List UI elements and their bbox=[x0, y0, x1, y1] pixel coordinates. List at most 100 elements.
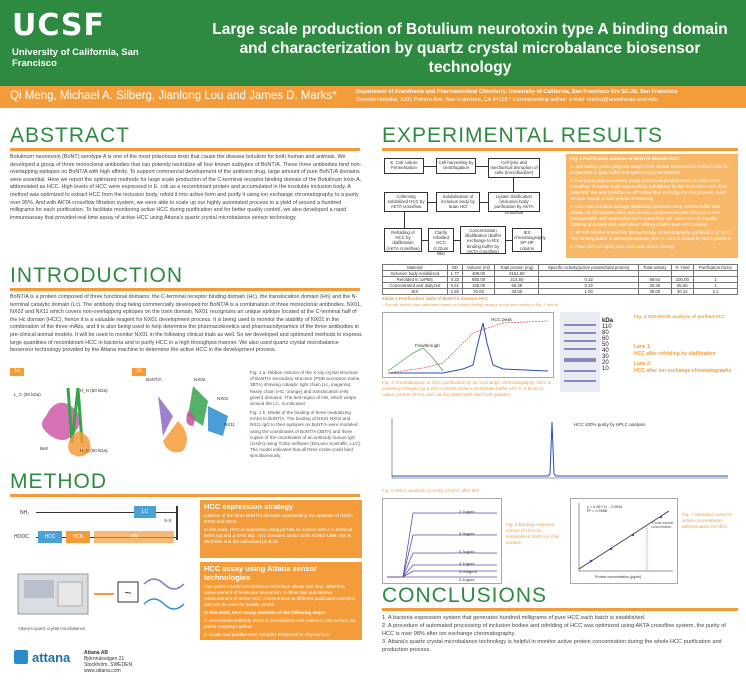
kda-marker: 30 bbox=[602, 354, 609, 360]
hcc-expression-panel: HCC expression strategy Cartoon of the t… bbox=[200, 500, 362, 558]
flow-step-6: Lysate clarification (inclusion body pur… bbox=[488, 192, 540, 215]
fig6-chart-svg bbox=[387, 512, 497, 578]
antibody-model bbox=[158, 386, 228, 453]
domain-hcn: HCN bbox=[66, 531, 90, 543]
fig6-label: 0.9ug/ml bbox=[459, 531, 475, 536]
conclusions-list: 1. A bacteria expression system that gen… bbox=[382, 614, 738, 654]
figure-1a: 1a L_C (50 kDa) H_N (50 kDa) H_C (50 kDa… bbox=[10, 368, 128, 460]
flow-arrow-5 bbox=[428, 202, 436, 203]
ss-label: S-S bbox=[164, 518, 172, 523]
hcc-expression-text-2: In this work, HCC is expressed using pET… bbox=[204, 527, 353, 544]
table-row: IEX 1.50 20.00 30.00 1.00 30.00 30.14 3.1 bbox=[382, 288, 739, 295]
fig6-label: 2.7ug/ml bbox=[459, 509, 475, 514]
table-header: Volume (ml) bbox=[462, 264, 496, 271]
fig3-peak-label: HCC peak bbox=[491, 317, 512, 322]
attana-address: Attana AB Björnnäsvägen 21 Stockholm, SW… bbox=[84, 650, 132, 674]
table-cell: 30.14 bbox=[670, 288, 694, 295]
conclusion-item-2: 2. A procedure of automated processing o… bbox=[382, 623, 726, 637]
bont-structure-ribbon bbox=[42, 387, 91, 457]
hn-label: H_N (50 kDa) bbox=[80, 388, 108, 393]
table-row: Concentrated and dialyzed 0.61 158.00 96.38… bbox=[382, 282, 739, 289]
flow-step-1: E. Coli culture Fermentation bbox=[384, 158, 424, 174]
fig6-label: 0.3ug/ml bbox=[459, 549, 475, 554]
fig2-step-3: 3. HCC was refolded through diafiltratio… bbox=[570, 204, 720, 227]
introduction-heading: INTRODUCTION bbox=[10, 264, 183, 287]
experimental-rule bbox=[382, 148, 738, 151]
gel-band bbox=[564, 370, 596, 372]
purification-flowchart: E. Coli culture Fermentation Cell harves… bbox=[382, 154, 562, 260]
attana-step-2: 2. Crude and purified HCC samples is inj… bbox=[204, 632, 330, 637]
flow-step-7: Refolding of HCC by diafiltration (AKTA … bbox=[384, 228, 422, 252]
conclusion-item-3: 3. Attana's quartz crystal microbalance … bbox=[382, 639, 722, 653]
ucsf-logo: UCSF University of California, San Franc… bbox=[12, 8, 182, 82]
flow-arrow-4 bbox=[480, 202, 488, 203]
fig2-step-5: 5. Final yield of highly pure HCC was ab… bbox=[570, 244, 675, 249]
fig4-title: Fig. 4 SDS-PAGE analysis of purified HCC bbox=[634, 314, 726, 319]
flow-arrow-8 bbox=[454, 240, 460, 241]
fig2-title: Fig. 2 Purification scheme of BoNT/A dom… bbox=[570, 156, 680, 161]
nx01-label: NX01 bbox=[217, 396, 229, 401]
flow-step-4: Collecting solubilized HCC by AKTA cross… bbox=[384, 192, 428, 212]
domain-cartoon: NH₂ LC S-S HOOC HCC HCN HN bbox=[14, 500, 194, 560]
table-cell: 20.00 bbox=[462, 288, 496, 295]
method-rule bbox=[10, 494, 360, 497]
kda-marker: 80 bbox=[602, 330, 609, 336]
author-list: Qi Meng, Michael A. Silberg, Jianlong Lo… bbox=[10, 90, 337, 102]
fig7-standard-curve: y = 6.3E+7x - 0.0944 R² = 0.9988 *Crude … bbox=[570, 498, 678, 584]
flow-arrow-6 bbox=[404, 212, 405, 228]
poster-title: Large scale production of Botulium neuro… bbox=[212, 21, 728, 76]
table-header: Total protein (mg) bbox=[494, 264, 540, 271]
attana-logo-icon bbox=[14, 650, 28, 664]
table-cell: Concentrated and dialyzed bbox=[382, 282, 448, 289]
university-name: University of California, San Francisco bbox=[12, 47, 139, 69]
fig3-flow-label: Flowthrough bbox=[415, 343, 440, 348]
fig2-step-2: 2. Cell paste was processed using automa… bbox=[570, 178, 728, 201]
figure-1b-caption: Fig. 1 b. Model of the binding of three … bbox=[250, 410, 362, 459]
affiliation: Department of Anesthesia and Pharmaceuti… bbox=[356, 88, 678, 104]
kda-marker: 40 bbox=[602, 348, 609, 354]
gel-band bbox=[564, 332, 596, 334]
table-cell: 30.00 bbox=[637, 288, 672, 295]
attana-step-1: 1. Monoclonal antibody NX01 is immobiliz… bbox=[204, 618, 356, 629]
flow-arrow-3 bbox=[513, 178, 514, 192]
nx02-label: NX02 bbox=[194, 377, 206, 382]
fig2-step-4: 4. SP-HP column is used for ion exchange… bbox=[570, 230, 732, 241]
table-cell: 1.50 bbox=[446, 288, 464, 295]
kda-marker: 50 bbox=[602, 342, 609, 348]
attana-caption: Attana's quartz crystal microbalance bbox=[18, 626, 86, 631]
attana-assay-title: HCC assay using Attana sensor technologi… bbox=[204, 564, 318, 582]
fig3-chromatogram: HCC peak Flowthrough bbox=[382, 312, 554, 378]
figure-1a-label: 1a bbox=[10, 368, 24, 376]
attana-web: www.attana.com bbox=[84, 668, 121, 674]
attana-instrument-drawing: ~ bbox=[17, 573, 185, 615]
table-note: * Specific activity was calculated based… bbox=[382, 302, 559, 307]
fig7-caption: Fig. 7 Standard curve for active concent… bbox=[682, 512, 733, 529]
flow-arrow-1 bbox=[424, 166, 436, 167]
table-caption: Table 1 Purification table of BoNT/A dom… bbox=[382, 296, 489, 301]
lc-label: L_C (50 kDa) bbox=[14, 392, 41, 397]
fig3-caption: Fig. 3 Chromatogram of HCC purification … bbox=[382, 380, 552, 397]
fig6-label: 0.03ug/ml bbox=[459, 569, 477, 574]
gel-band bbox=[564, 324, 596, 326]
conclusion-item-1: 1. A bacteria expression system that gen… bbox=[382, 615, 646, 621]
abstract-heading: ABSTRACT bbox=[10, 124, 131, 147]
nx11-label: NX11 bbox=[224, 422, 235, 427]
flow-step-2: Cell harvesting by centrifugation bbox=[436, 158, 476, 174]
fig4-lane2-desc: HCC after ion exchange chromatography bbox=[634, 367, 732, 374]
abstract-text: Botulinum neurotoxin (BoNT) serotype A i… bbox=[10, 154, 362, 221]
table-header: Specific activity(active protein/total p… bbox=[538, 264, 639, 271]
poster-header: UCSF University of California, San Franc… bbox=[0, 0, 746, 86]
flow-step-5: Solubilization of inclusion body by 6uan… bbox=[436, 192, 480, 212]
flow-arrow-2 bbox=[476, 166, 488, 167]
table-cell: Inclusion body solubilized bbox=[382, 270, 448, 277]
flow-step-10: IEX chromatography SP-HP column bbox=[512, 228, 546, 252]
flow-step-9: Concentration /diafiltration (Buffer exc… bbox=[460, 226, 506, 254]
attana-address-2: Stockholm, SWEDEN bbox=[84, 662, 133, 668]
flow-step-3: Cell lysis and mechanical disruption of … bbox=[488, 158, 540, 178]
affiliation-line-2: General Hospital, 1001 Potrero Ave, San … bbox=[356, 97, 658, 103]
logo-text: UCSF bbox=[12, 8, 106, 43]
fig4-kda-axis: kDa 110 80 60 50 40 30 20 10 bbox=[602, 318, 613, 372]
fig5-legend: HCC 100% purity by HPLC analysis bbox=[574, 422, 646, 427]
fig4-gel bbox=[560, 312, 600, 392]
method-heading: METHOD bbox=[10, 470, 107, 493]
